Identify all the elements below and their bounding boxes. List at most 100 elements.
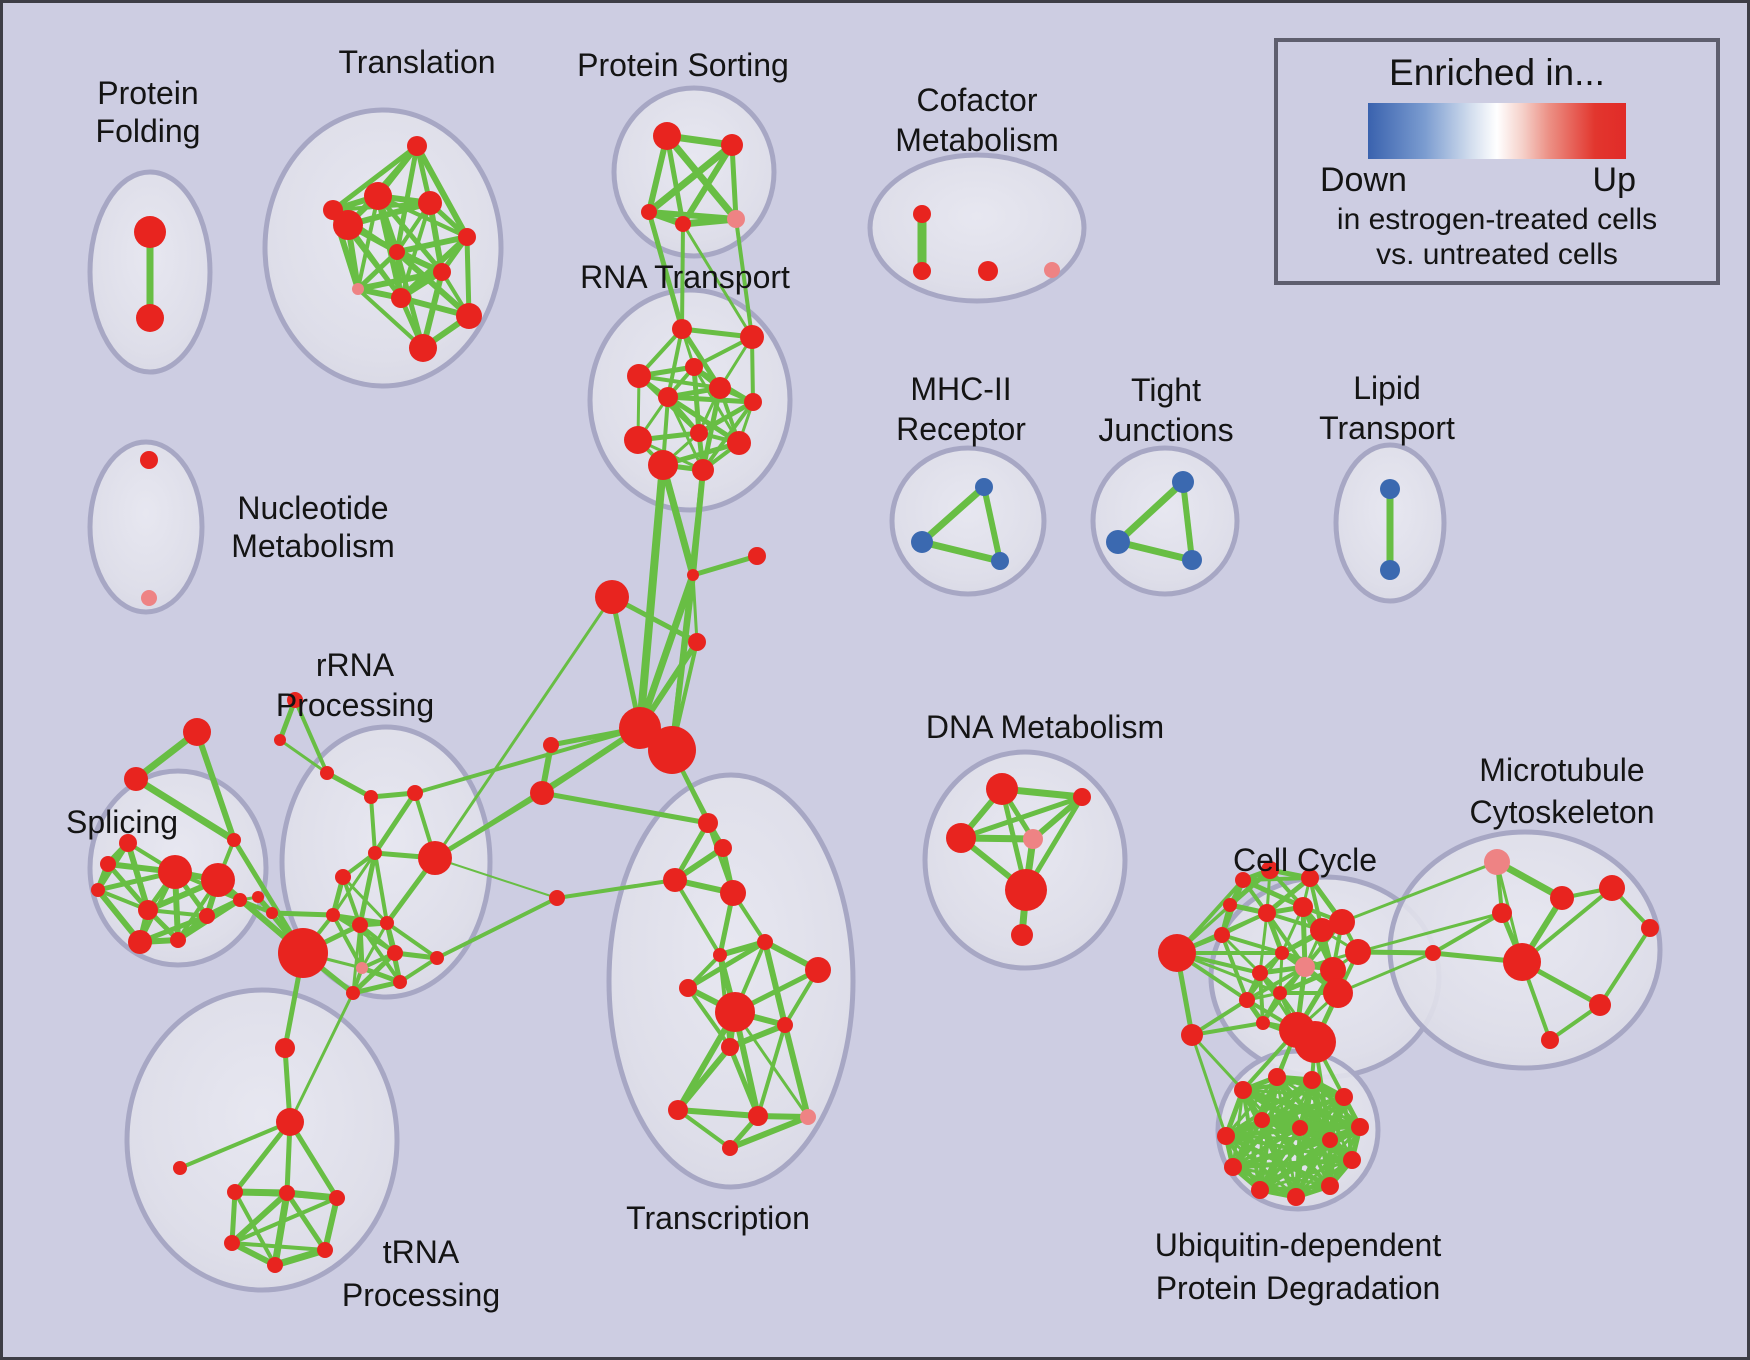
edge-splicing <box>105 861 151 913</box>
node-rrna-6 <box>326 908 340 922</box>
cluster-ellipse-rrna <box>279 724 493 1000</box>
node-rrna-5 <box>335 869 351 885</box>
edge-rrna <box>331 851 377 917</box>
node-dna-1 <box>1073 788 1091 806</box>
node-translation-3 <box>333 210 363 240</box>
node-dna-5 <box>1011 924 1033 946</box>
edge-ubiquitin <box>1230 1137 1333 1170</box>
node-rrna-1 <box>364 790 378 804</box>
node-rna_transport-9 <box>727 431 751 455</box>
node-ubiquitin-3 <box>1335 1088 1353 1106</box>
legend-title: Enriched in... <box>1389 52 1605 93</box>
edge-bridge <box>1336 951 1435 995</box>
edge-trna <box>271 1189 291 1269</box>
node-splicing-2 <box>138 900 158 920</box>
edge-bridge <box>433 595 614 860</box>
edge-protein_sorting <box>729 142 739 222</box>
cluster-label-transcription: Transcription <box>626 1200 810 1236</box>
node-rna_transport-6 <box>744 393 762 411</box>
node-rrna-11 <box>356 962 368 974</box>
edge-tight <box>1114 478 1187 546</box>
node-rrna-13 <box>346 986 360 1000</box>
node-cell_cycle-3 <box>1293 897 1313 917</box>
node-cell_cycle-13 <box>1256 1016 1270 1030</box>
node-translation-1 <box>364 182 392 210</box>
node-lipid-0 <box>1380 479 1400 499</box>
edge-rrna <box>369 795 377 855</box>
node-ubiquitin-4 <box>1351 1118 1369 1136</box>
legend-box: Enriched in... Down Up in estrogen-treat… <box>1274 38 1720 285</box>
edge-splicing_triangle <box>194 729 237 843</box>
edge-rrna <box>351 923 362 995</box>
cluster-label-tight: Junctions <box>1098 412 1233 448</box>
edge-bridge <box>680 222 685 331</box>
edge-trna <box>322 1195 340 1253</box>
cluster-label-cofactor: Metabolism <box>895 122 1059 158</box>
edge-cell_cycle <box>1264 875 1313 916</box>
node-cell_cycle-12 <box>1239 992 1255 1008</box>
edge-tight <box>1180 479 1195 563</box>
node-rna_transport-1 <box>740 325 764 349</box>
node-transcription-11 <box>805 957 831 983</box>
node-dna-2 <box>946 823 976 853</box>
edge-bridge <box>432 790 545 861</box>
edge-bridge <box>435 896 559 960</box>
node-translation-7 <box>352 283 364 295</box>
node-tight-2 <box>1182 550 1202 570</box>
edge-trna <box>287 1119 340 1201</box>
cluster-ellipse-nucleotide <box>87 439 205 615</box>
node-transcription-4 <box>698 813 718 833</box>
node-transcription-2 <box>543 737 559 753</box>
node-translation-2 <box>418 191 442 215</box>
edge-cell_cycle <box>1258 911 1269 975</box>
edge-rrna <box>350 979 403 996</box>
edge-bridge <box>636 571 697 732</box>
edge-bridge <box>1356 911 1504 954</box>
edge-translation <box>464 234 472 319</box>
node-ubiquitin-11 <box>1254 1112 1270 1128</box>
node-ubiquitin-10 <box>1217 1127 1235 1145</box>
node-dna-3 <box>1023 829 1043 849</box>
edge-translation <box>356 287 425 350</box>
node-rrna-9 <box>387 945 403 961</box>
cluster-label-mhc: Receptor <box>896 411 1026 447</box>
node-cell_cycle-2 <box>1258 904 1276 922</box>
node-cell_cycle-18 <box>1301 869 1319 887</box>
node-rna_transport-0 <box>672 319 692 339</box>
node-transcription-1 <box>648 726 696 774</box>
edge-translation <box>356 194 380 291</box>
cluster-ellipse-trna <box>124 987 400 1293</box>
cluster-label-tight: Tight <box>1131 372 1201 408</box>
node-rna_transport-7 <box>690 424 708 442</box>
edge-rrna <box>269 910 336 918</box>
edge-protein_sorting <box>664 133 686 227</box>
node-splicing-0 <box>158 855 192 889</box>
edge-bridge <box>691 573 699 644</box>
node-ubiquitin-5 <box>1343 1151 1361 1169</box>
cluster-label-cofactor: Cofactor <box>917 82 1038 118</box>
cluster-label-rrna: Processing <box>276 687 434 723</box>
edge-translation <box>330 143 420 213</box>
node-translation-10 <box>409 334 437 362</box>
node-translation-5 <box>389 244 405 260</box>
edge-bridge <box>1190 1033 1228 1138</box>
edge-bridge <box>288 991 355 1124</box>
node-rrna-15 <box>252 891 264 903</box>
node-cell_cycle-17 <box>1261 861 1279 879</box>
edge-trna <box>271 1246 329 1269</box>
node-splicing-8 <box>199 908 215 924</box>
node-transcription-5 <box>714 839 732 857</box>
edge-rrna <box>293 698 329 775</box>
edge-transcription <box>782 1022 811 1120</box>
node-transcription-9 <box>713 948 727 962</box>
edge-bridge <box>413 726 642 795</box>
cluster-label-trna: tRNA <box>383 1234 460 1270</box>
node-protein_folding-1 <box>136 304 164 332</box>
node-connectors-4 <box>275 1038 295 1058</box>
edge-rna_transport <box>665 394 756 405</box>
edge-ubiquitin <box>1224 1134 1332 1142</box>
edge-rrna <box>341 875 389 925</box>
node-transcription-8 <box>549 890 565 906</box>
